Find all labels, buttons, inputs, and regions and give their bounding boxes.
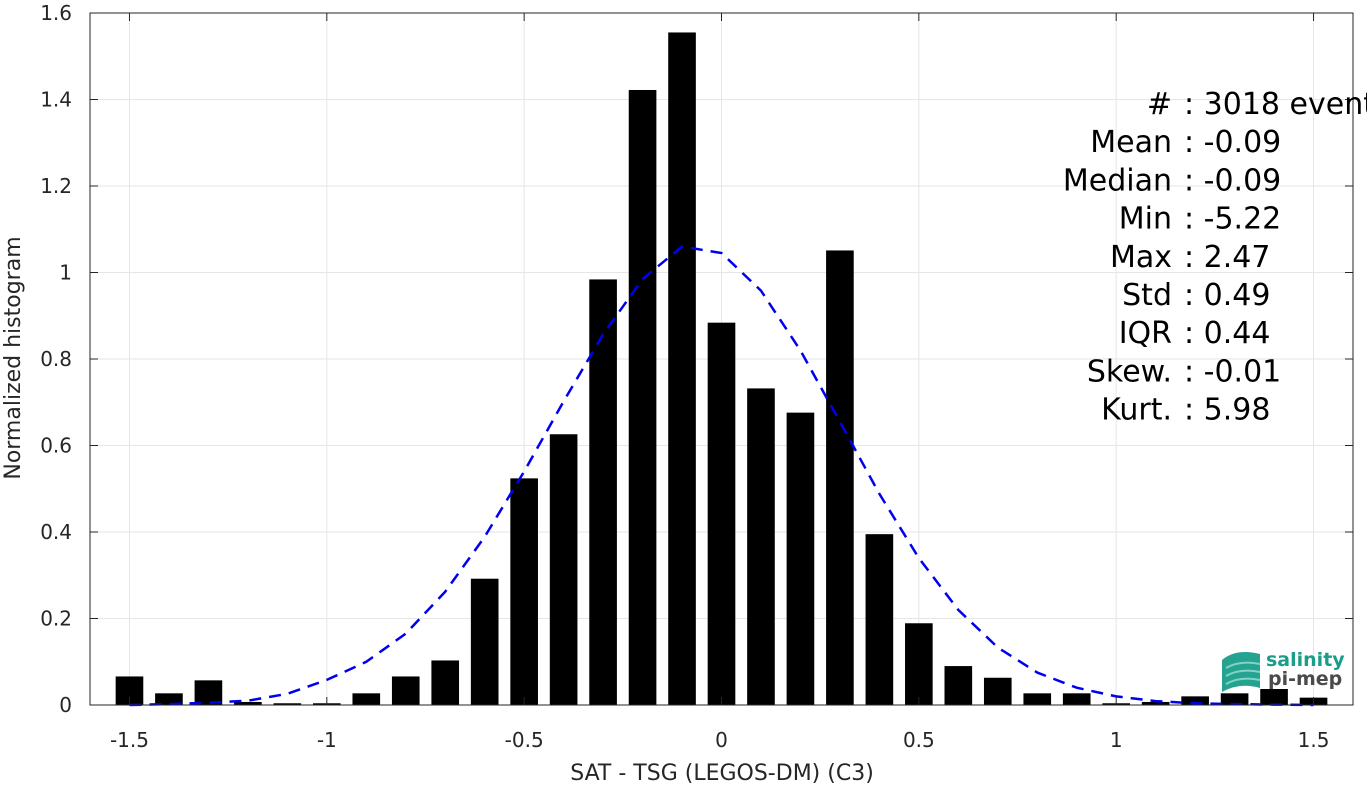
- stat-value: : 5.98: [1184, 393, 1270, 428]
- histogram-bar: [589, 279, 617, 705]
- histogram-bar: [510, 478, 538, 705]
- stat-value: : 3018 events: [1184, 87, 1367, 122]
- y-axis-label: Normalized histogram: [1, 236, 26, 479]
- histogram-bar: [470, 578, 499, 705]
- histogram-bar: [628, 89, 657, 706]
- y-tick-label: 1.2: [40, 174, 72, 198]
- stat-value: : -5.22: [1184, 202, 1281, 237]
- axes: [89, 12, 1354, 706]
- histogram-bar: [352, 693, 381, 705]
- histogram-bar: [944, 666, 973, 705]
- y-tick-label: 0: [59, 693, 72, 717]
- histogram-bar: [1141, 701, 1170, 705]
- stat-value: : 0.49: [1184, 278, 1270, 313]
- stat-label: IQR: [1119, 316, 1172, 351]
- histogram-bar: [1181, 696, 1209, 705]
- histogram-bar: [747, 388, 775, 705]
- stat-value: : -0.01: [1184, 354, 1281, 389]
- y-tick-label: 0.2: [40, 607, 72, 631]
- histogram-bar: [273, 703, 302, 705]
- logo-text-pi-mep: pi-mep: [1268, 668, 1342, 690]
- histogram-bar: [707, 322, 736, 705]
- statistics-box: # : 3018 events Mean : -0.09 Median : -0.09 M…: [1063, 87, 1367, 428]
- stat-value: : -0.09: [1184, 163, 1281, 198]
- histogram-bar: [826, 250, 854, 705]
- x-tick-label: 0.5: [903, 728, 935, 752]
- histogram-bar: [431, 660, 460, 705]
- stat-label: Max: [1110, 240, 1172, 275]
- histogram-bar: [549, 434, 578, 705]
- histogram-bar: [983, 677, 1012, 705]
- stat-value: : 2.47: [1184, 240, 1270, 275]
- stat-label: Skew.: [1087, 354, 1172, 389]
- fit-curve-line: [129, 245, 1314, 707]
- logo-wave-icon: [1222, 652, 1261, 692]
- stat-label: Std: [1122, 278, 1172, 313]
- stat-label: Median: [1063, 163, 1172, 198]
- histogram-bar: [194, 680, 223, 705]
- histogram-bar: [905, 623, 933, 705]
- y-tick-label: 1.6: [40, 1, 72, 25]
- histogram-bar: [1220, 693, 1249, 705]
- histogram-bar: [1023, 693, 1052, 705]
- stat-label: Mean: [1090, 125, 1172, 160]
- y-tick-label: 0.8: [40, 347, 72, 371]
- logo-text-salinity: salinity: [1266, 649, 1345, 671]
- histogram-bar: [786, 412, 815, 705]
- gaussian-fit: [129, 245, 1314, 707]
- stat-value: : 0.44: [1184, 316, 1270, 351]
- y-tick-label: 0.4: [40, 520, 72, 544]
- x-tick-label: 0: [715, 728, 728, 752]
- histogram-bar: [668, 32, 696, 705]
- histogram-bar: [391, 676, 420, 705]
- x-tick-label: -1.5: [110, 728, 149, 752]
- histogram-bars: [115, 32, 1328, 706]
- stat-label: #: [1147, 87, 1172, 122]
- x-tick-label: -1: [317, 728, 337, 752]
- tick-labels: -1.5 -1 -0.5 0 0.5 1 1.5 0 0.2 0.4 0.6 0.8 1 1.2 1.4 1.…: [40, 1, 1329, 752]
- y-tick-label: 0.6: [40, 434, 72, 458]
- y-tick-label: 1.4: [40, 88, 72, 112]
- stat-value: : -0.09: [1184, 125, 1281, 160]
- x-tick-label: 1.5: [1298, 728, 1330, 752]
- stat-label: Kurt.: [1101, 393, 1172, 428]
- x-axis-label: SAT - TSG (LEGOS-DM) (C3): [570, 761, 874, 785]
- histogram-bar: [1062, 693, 1091, 705]
- salinity-pi-mep-logo: salinity pi-mep: [1222, 649, 1345, 692]
- histogram-bar: [234, 701, 262, 705]
- x-tick-label: 1: [1110, 728, 1123, 752]
- stat-label: Min: [1119, 202, 1172, 237]
- histogram-bar: [865, 534, 894, 705]
- histogram-bar: [155, 693, 183, 705]
- x-tick-label: -0.5: [505, 728, 544, 752]
- histogram-bar: [1260, 688, 1288, 705]
- y-tick-label: 1: [59, 261, 72, 285]
